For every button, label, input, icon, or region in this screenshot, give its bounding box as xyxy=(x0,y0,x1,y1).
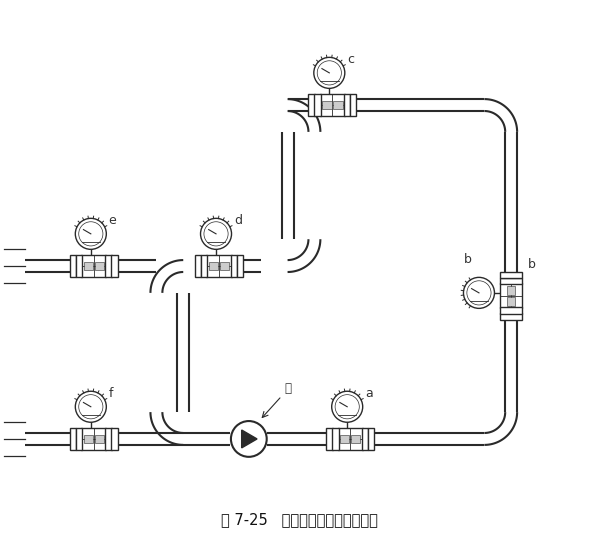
Bar xyxy=(351,435,361,443)
Bar xyxy=(83,262,93,270)
Bar xyxy=(231,255,237,277)
Circle shape xyxy=(78,222,103,246)
Text: b: b xyxy=(528,258,536,271)
Circle shape xyxy=(314,57,345,88)
Bar xyxy=(308,94,314,116)
Text: c: c xyxy=(347,53,354,66)
Bar xyxy=(69,255,76,277)
Bar xyxy=(75,255,82,277)
Bar xyxy=(105,255,112,277)
Circle shape xyxy=(317,61,341,85)
Bar xyxy=(95,262,104,270)
Bar xyxy=(332,428,338,450)
Bar xyxy=(81,255,107,277)
Bar xyxy=(195,255,201,277)
Bar xyxy=(326,428,332,450)
Bar xyxy=(362,428,368,450)
Text: e: e xyxy=(108,214,116,227)
Bar xyxy=(350,94,356,116)
Bar xyxy=(81,428,107,450)
Bar xyxy=(500,283,522,308)
Circle shape xyxy=(231,421,267,457)
Bar xyxy=(207,255,232,277)
Circle shape xyxy=(332,391,363,422)
Bar xyxy=(237,255,243,277)
Bar xyxy=(95,435,104,443)
Bar xyxy=(344,94,350,116)
Circle shape xyxy=(204,222,228,246)
Bar xyxy=(105,428,112,450)
Text: d: d xyxy=(234,214,242,227)
Text: a: a xyxy=(365,387,373,400)
Bar xyxy=(111,255,118,277)
Bar xyxy=(208,262,218,270)
Text: 泵: 泵 xyxy=(262,382,292,417)
Bar xyxy=(201,255,207,277)
Bar xyxy=(320,94,345,116)
Bar xyxy=(338,428,363,450)
Bar xyxy=(322,101,331,109)
Bar xyxy=(368,428,374,450)
Circle shape xyxy=(75,218,107,249)
Text: 图 7-25   电磁流量传感器安装位置: 图 7-25 电磁流量传感器安装位置 xyxy=(221,512,378,527)
Bar xyxy=(83,435,93,443)
Bar xyxy=(500,307,522,314)
Bar xyxy=(333,101,343,109)
Text: f: f xyxy=(108,387,113,400)
Bar xyxy=(314,94,320,116)
Bar xyxy=(507,296,515,306)
Circle shape xyxy=(78,394,103,419)
Bar xyxy=(69,428,76,450)
Circle shape xyxy=(467,281,491,305)
Circle shape xyxy=(335,394,359,419)
Bar xyxy=(75,428,82,450)
Bar xyxy=(220,262,229,270)
Bar xyxy=(500,313,522,320)
Bar xyxy=(340,435,349,443)
Circle shape xyxy=(201,218,232,249)
Bar xyxy=(500,271,522,279)
Bar xyxy=(111,428,118,450)
Circle shape xyxy=(75,391,107,422)
Text: b: b xyxy=(464,253,471,266)
Bar xyxy=(507,286,515,295)
Bar xyxy=(500,277,522,284)
Circle shape xyxy=(464,277,494,308)
Polygon shape xyxy=(241,430,257,448)
